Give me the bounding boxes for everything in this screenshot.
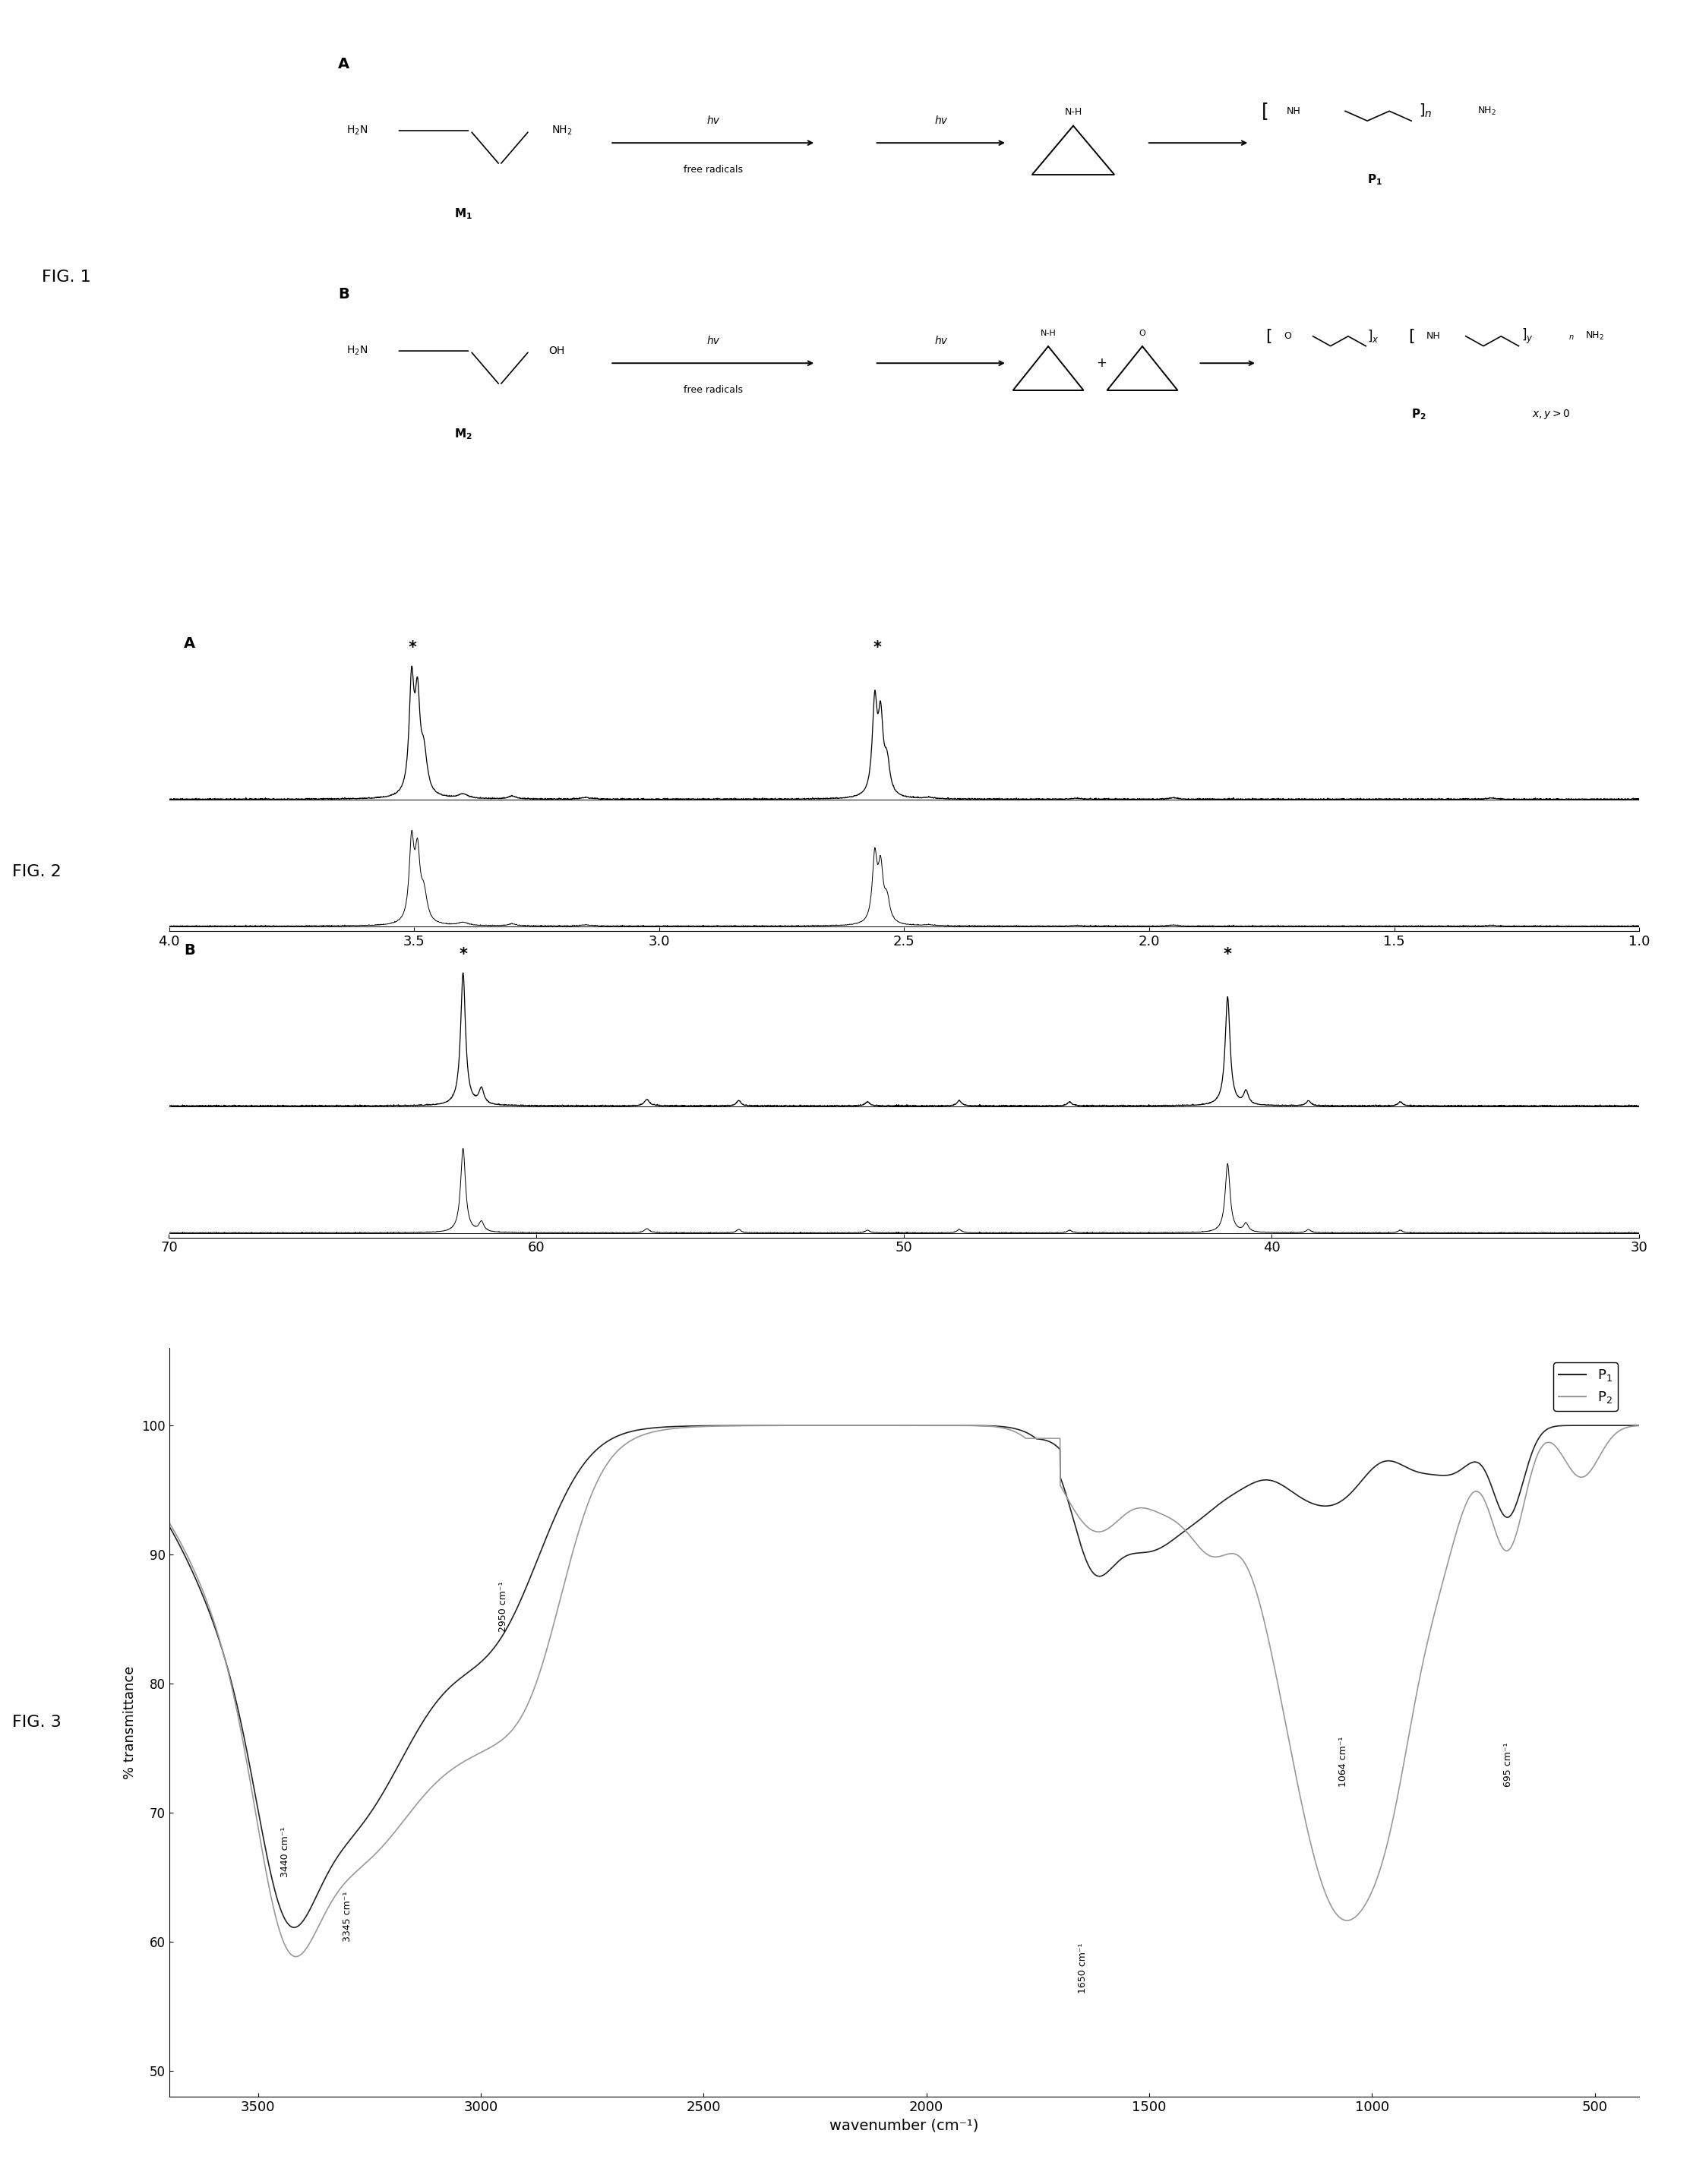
Text: 3345 cm⁻¹: 3345 cm⁻¹ xyxy=(343,1891,352,1942)
Text: NH$_2$: NH$_2$ xyxy=(1585,330,1604,343)
Text: O: O xyxy=(1283,332,1291,341)
Text: $_n$: $_n$ xyxy=(1568,332,1575,341)
Text: H$_2$N: H$_2$N xyxy=(346,124,367,138)
Text: $\left[\right.$: $\left[\right.$ xyxy=(1266,328,1273,345)
Text: $\mathbf{M_2}$: $\mathbf{M_2}$ xyxy=(455,428,472,441)
Text: *: * xyxy=(874,640,882,655)
Text: NH: NH xyxy=(1426,332,1440,341)
Text: $\left[\right.$: $\left[\right.$ xyxy=(1408,328,1415,345)
Text: $\mathbf{P_1}$: $\mathbf{P_1}$ xyxy=(1367,173,1382,186)
Text: H$_2$N: H$_2$N xyxy=(346,345,367,358)
Text: FIG. 3: FIG. 3 xyxy=(12,1714,61,1730)
Y-axis label: % transmittance: % transmittance xyxy=(123,1666,137,1780)
Text: $\mathbf{P_2}$: $\mathbf{P_2}$ xyxy=(1411,408,1426,422)
Text: hv: hv xyxy=(706,116,720,127)
Text: B: B xyxy=(338,288,350,301)
Text: N-H: N-H xyxy=(1065,107,1082,118)
Text: 1064 cm⁻¹: 1064 cm⁻¹ xyxy=(1338,1736,1349,1787)
Text: *: * xyxy=(409,640,417,655)
Text: hv: hv xyxy=(935,336,948,345)
Text: 2950 cm⁻¹: 2950 cm⁻¹ xyxy=(499,1581,509,1631)
Text: $\left[\right.$: $\left[\right.$ xyxy=(1261,100,1268,122)
Text: hv: hv xyxy=(706,336,720,345)
Legend: P$_1$, P$_2$: P$_1$, P$_2$ xyxy=(1553,1363,1617,1411)
Text: $\left.\right]_{y}$: $\left.\right]_{y}$ xyxy=(1521,328,1533,345)
Text: *: * xyxy=(460,948,466,963)
Text: free radicals: free radicals xyxy=(683,166,742,175)
Text: 695 cm⁻¹: 695 cm⁻¹ xyxy=(1502,1743,1513,1787)
Text: +: + xyxy=(1095,356,1107,369)
X-axis label: wavenumber (cm⁻¹): wavenumber (cm⁻¹) xyxy=(830,2118,979,2132)
Text: FIG. 1: FIG. 1 xyxy=(42,271,91,286)
Text: hv: hv xyxy=(935,116,948,127)
Text: *: * xyxy=(1224,948,1232,963)
Text: OH: OH xyxy=(548,345,564,356)
Text: B: B xyxy=(184,943,194,957)
Text: FIG. 2: FIG. 2 xyxy=(12,865,61,880)
Text: A: A xyxy=(338,57,350,72)
Text: $\left.\right]_n$: $\left.\right]_n$ xyxy=(1420,103,1431,120)
Text: NH$_2$: NH$_2$ xyxy=(551,124,573,138)
Text: NH$_2$: NH$_2$ xyxy=(1477,105,1497,116)
Text: NH: NH xyxy=(1286,107,1301,116)
Text: 1650 cm⁻¹: 1650 cm⁻¹ xyxy=(1078,1944,1087,1994)
Text: N-H: N-H xyxy=(1041,330,1056,339)
Text: O: O xyxy=(1139,330,1146,339)
Text: 3440 cm⁻¹: 3440 cm⁻¹ xyxy=(281,1826,289,1878)
Text: $x, y > 0$: $x, y > 0$ xyxy=(1531,408,1570,422)
Text: $\mathbf{M_1}$: $\mathbf{M_1}$ xyxy=(455,207,472,221)
Text: A: A xyxy=(184,636,194,651)
Text: $\left.\right]_x$: $\left.\right]_x$ xyxy=(1367,328,1379,345)
Text: free radicals: free radicals xyxy=(683,384,742,395)
